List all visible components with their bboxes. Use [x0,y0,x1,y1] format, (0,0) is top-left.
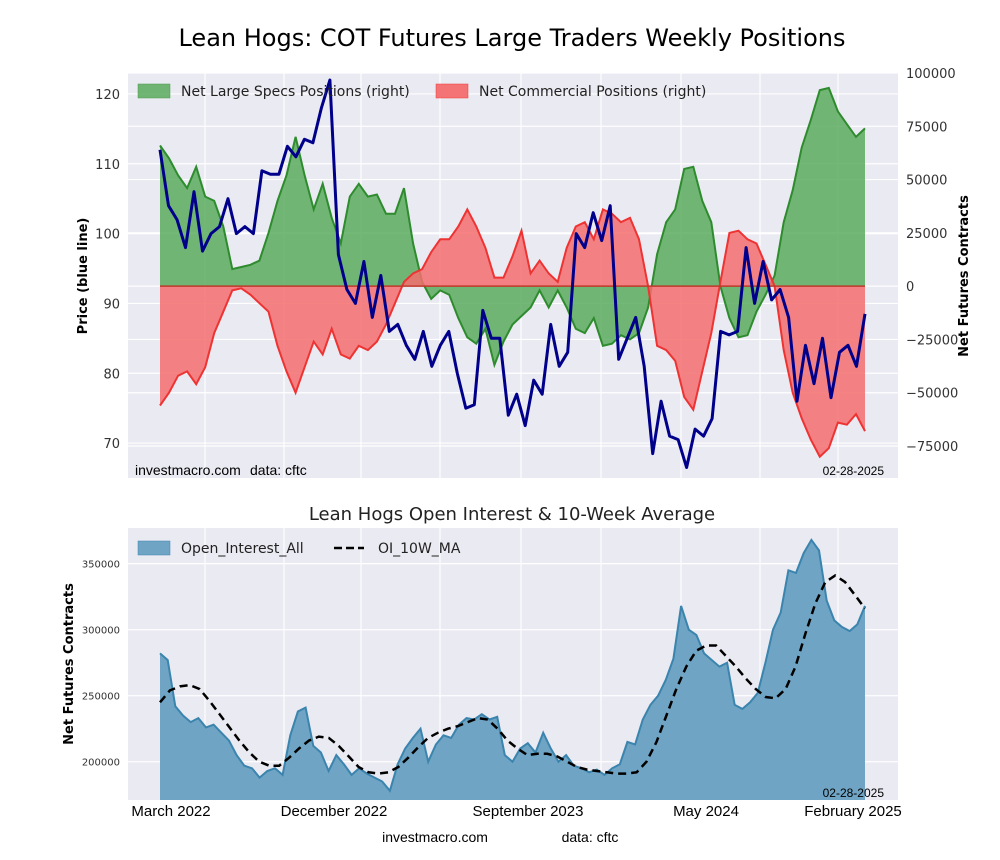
bottom-ytick: 300000 [82,626,120,637]
bottom-legend: Open_Interest_All OI_10W_MA [137,540,461,557]
top-ytick-left: 80 [103,367,120,382]
top-ytick-right: 75000 [906,120,947,135]
bottom-xtick: December 2022 [281,803,388,820]
commercial-line [159,207,866,459]
specs-area [160,87,865,366]
top-ytick-left: 110 [95,158,120,173]
legend-swatch-commercial [435,83,469,99]
top-areas [159,86,866,459]
footer-source: data: cftc [562,829,619,845]
ma-line [159,573,866,775]
positions-chart: 70 80 90 100 110 120 100000 75000 50000 25000 0 −2… [76,67,972,478]
bottom-ylabel: Net Futures Contracts [62,583,77,745]
legend-label-oi: Open_Interest_All [181,541,304,557]
page-title: Lean Hogs: COT Futures Large Traders Wee… [178,24,845,52]
top-ytick-left: 120 [95,88,120,103]
legend-swatch-specs [137,83,171,99]
top-ytick-right: 25000 [906,227,947,242]
top-ytick-right: 100000 [906,67,956,82]
oi-chart-title: Lean Hogs Open Interest & 10-Week Averag… [309,504,715,525]
top-price [158,78,867,469]
legend-label-ma: OI_10W_MA [378,541,461,557]
top-ytick-right: 0 [906,280,914,295]
bottom-ytick: 250000 [82,692,120,703]
bottom-ma [159,573,866,775]
top-ytick-left: 70 [103,437,120,452]
legend-swatch-oi [137,540,171,556]
top-source: data: cftc [250,462,307,478]
bottom-xticks: March 2022 December 2022 September 2023 May… [131,803,901,820]
top-watermark: investmacro.com [135,462,241,478]
oi-line [159,538,866,793]
top-legend: Net Large Specs Positions (right) Net Co… [137,83,706,100]
footer-watermark: investmacro.com [382,829,488,845]
bottom-xtick: February 2025 [804,803,902,820]
bottom-ytick: 350000 [82,560,120,571]
top-ytick-right: 50000 [906,174,947,189]
bottom-grid [128,528,898,800]
oi-area [160,539,865,800]
top-date: 02-28-2025 [823,464,885,478]
top-ylabel-left: Price (blue line) [76,218,91,335]
open-interest-chart: 200000 250000 300000 350000 March 2022 Decem… [62,528,902,820]
top-ylabel-right: Net Futures Contracts [957,195,972,357]
top-yticks-left: 70 80 90 100 110 120 [95,88,120,452]
top-ytick-left: 100 [95,228,120,243]
price-line [158,78,867,469]
bottom-xtick: March 2022 [131,803,210,820]
commercial-area [160,209,865,457]
bottom-xtick: May 2024 [673,803,739,820]
top-ytick-left: 90 [103,297,120,312]
bottom-ytick: 200000 [82,758,120,769]
bottom-xtick: September 2023 [473,803,584,820]
top-ytick-right: −25000 [906,333,958,348]
specs-line [159,86,866,369]
bottom-date: 02-28-2025 [823,786,885,800]
bottom-area [159,538,866,800]
top-yticks-right: 100000 75000 50000 25000 0 −25000 −50000 −75000 [906,67,958,455]
legend-label-commercial: Net Commercial Positions (right) [479,84,706,100]
legend-label-specs: Net Large Specs Positions (right) [181,84,410,100]
top-ytick-right: −75000 [906,440,958,455]
top-ytick-right: −50000 [906,387,958,402]
bottom-yticks: 200000 250000 300000 350000 [82,560,120,769]
